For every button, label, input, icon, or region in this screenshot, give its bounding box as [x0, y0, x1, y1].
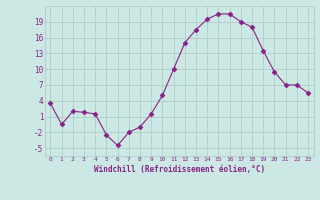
X-axis label: Windchill (Refroidissement éolien,°C): Windchill (Refroidissement éolien,°C) — [94, 165, 265, 174]
